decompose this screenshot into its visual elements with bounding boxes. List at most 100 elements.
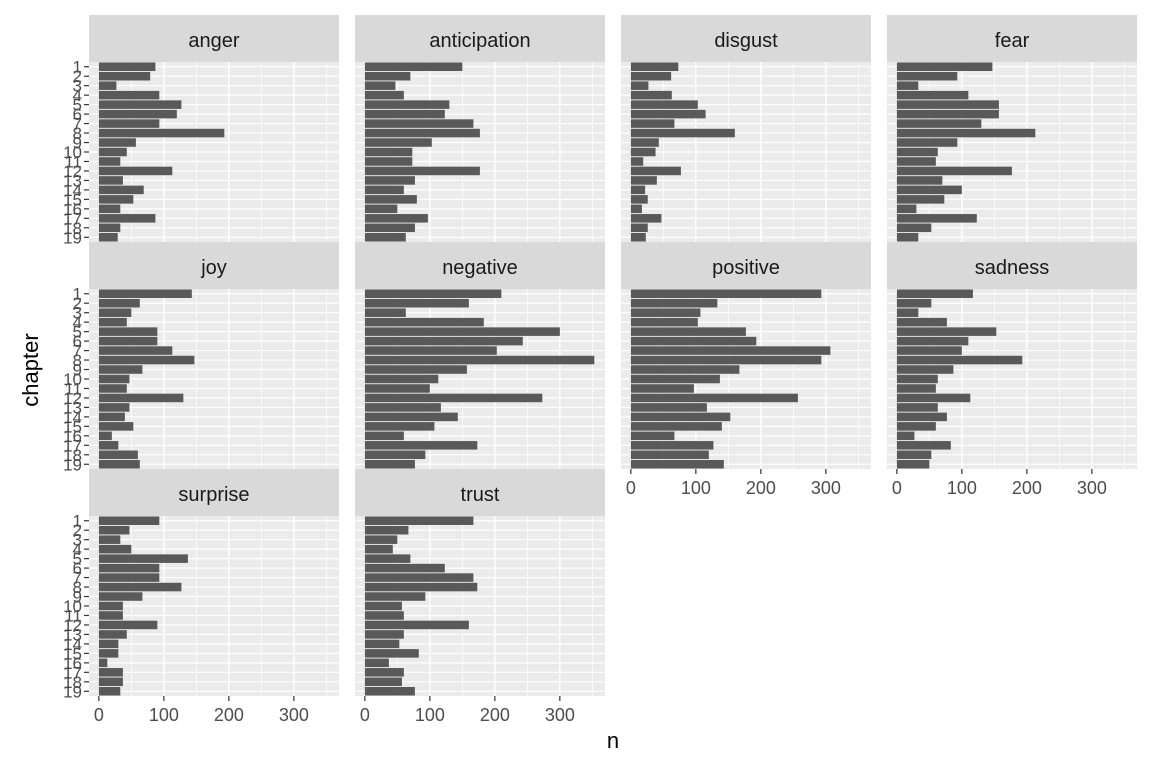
bar-anger-chapter-7 (98, 119, 160, 128)
bar-positive-chapter-9 (630, 365, 740, 374)
bar-fear-chapter-1 (896, 62, 993, 71)
y-tick-label: 12 (63, 162, 82, 181)
y-tick-label: 8 (73, 578, 82, 597)
x-tick-label: 0 (360, 705, 370, 725)
bar-anticipation-chapter-15 (364, 195, 417, 204)
x-tick-label: 200 (746, 478, 776, 498)
bar-joy-chapter-14 (98, 412, 125, 422)
y-tick-label: 1 (73, 285, 82, 304)
bar-negative-chapter-8 (364, 355, 595, 365)
bar-anticipation-chapter-8 (364, 128, 480, 138)
y-tick-label: 15 (63, 417, 82, 436)
x-tick-label: 300 (811, 478, 841, 498)
bar-joy-chapter-12 (98, 393, 184, 403)
bar-anticipation-chapter-13 (364, 176, 415, 185)
bar-joy-chapter-3 (98, 308, 132, 317)
bar-negative-chapter-2 (364, 298, 469, 308)
y-tick-label: 7 (73, 569, 82, 588)
bar-trust-chapter-19 (364, 687, 415, 696)
x-axis-title: n (607, 728, 619, 753)
bar-trust-chapter-13 (364, 630, 404, 639)
bar-anger-chapter-13 (98, 176, 123, 185)
bar-fear-chapter-2 (896, 71, 958, 81)
bar-trust-chapter-5 (364, 554, 411, 563)
bar-joy-chapter-9 (98, 365, 143, 374)
bar-anticipation-chapter-14 (364, 185, 404, 195)
bar-sadness-chapter-18 (896, 450, 932, 460)
facet-strip (89, 469, 339, 516)
y-tick-label: 16 (63, 654, 82, 673)
bar-positive-chapter-6 (630, 336, 757, 346)
bar-anticipation-chapter-11 (364, 157, 413, 166)
bar-negative-chapter-5 (364, 327, 560, 336)
bar-anger-chapter-3 (98, 81, 117, 90)
facet-label: anticipation (429, 30, 530, 52)
bar-negative-chapter-10 (364, 374, 439, 384)
bar-fear-chapter-11 (896, 157, 936, 166)
y-tick-label: 16 (63, 427, 82, 446)
facet-label: sadness (975, 257, 1050, 279)
bar-sadness-chapter-1 (896, 289, 973, 298)
y-tick-label: 4 (73, 86, 82, 105)
bar-surprise-chapter-18 (98, 677, 123, 687)
bar-joy-chapter-5 (98, 327, 158, 336)
facet-label: fear (995, 30, 1030, 52)
y-tick-label: 13 (63, 171, 82, 190)
facet-strip (89, 242, 339, 289)
bar-anger-chapter-1 (98, 62, 156, 71)
y-tick-label: 10 (63, 597, 82, 616)
bar-sadness-chapter-8 (896, 355, 1023, 365)
bar-surprise-chapter-10 (98, 601, 123, 611)
facet-strip (887, 242, 1137, 289)
bar-fear-chapter-4 (896, 90, 969, 100)
y-tick-label: 14 (63, 181, 82, 200)
y-tick-label: 6 (73, 332, 82, 351)
bar-fear-chapter-5 (896, 100, 999, 109)
bar-anger-chapter-17 (98, 214, 156, 223)
bar-disgust-chapter-8 (630, 128, 735, 138)
y-tick-label: 18 (63, 219, 82, 238)
facet-label: anger (188, 30, 239, 52)
bar-positive-chapter-10 (630, 374, 720, 384)
bar-positive-chapter-5 (630, 327, 746, 336)
bar-surprise-chapter-17 (98, 668, 123, 677)
bar-surprise-chapter-9 (98, 592, 143, 601)
bar-anger-chapter-11 (98, 157, 121, 166)
bar-sadness-chapter-9 (896, 365, 954, 374)
bar-trust-chapter-4 (364, 544, 393, 554)
bar-sadness-chapter-2 (896, 298, 932, 308)
bar-surprise-chapter-5 (98, 554, 188, 563)
bar-joy-chapter-16 (98, 431, 112, 441)
y-tick-label: 4 (73, 313, 82, 332)
bar-sadness-chapter-12 (896, 393, 971, 403)
y-tick-label: 15 (63, 644, 82, 663)
x-tick-label: 0 (892, 478, 902, 498)
bar-fear-chapter-9 (896, 138, 958, 147)
bar-fear-chapter-3 (896, 81, 919, 90)
bar-surprise-chapter-3 (98, 535, 121, 544)
bar-positive-chapter-2 (630, 298, 718, 308)
bar-trust-chapter-1 (364, 516, 474, 525)
bar-anger-chapter-10 (98, 147, 127, 157)
bar-negative-chapter-14 (364, 412, 458, 422)
bar-sadness-chapter-13 (896, 403, 938, 412)
bar-anger-chapter-18 (98, 223, 121, 233)
bar-fear-chapter-10 (896, 147, 938, 157)
bar-negative-chapter-4 (364, 317, 484, 327)
bar-disgust-chapter-1 (630, 62, 679, 71)
bar-positive-chapter-3 (630, 308, 701, 317)
y-tick-label: 8 (73, 351, 82, 370)
bar-anticipation-chapter-18 (364, 223, 415, 233)
bar-anticipation-chapter-2 (364, 71, 411, 81)
bar-positive-chapter-18 (630, 450, 709, 460)
bar-disgust-chapter-2 (630, 71, 672, 81)
facet-label: positive (712, 257, 780, 279)
y-tick-label: 18 (63, 446, 82, 465)
bar-surprise-chapter-16 (98, 658, 108, 668)
bar-positive-chapter-16 (630, 431, 675, 441)
bar-sadness-chapter-17 (896, 441, 951, 450)
x-tick-label: 100 (149, 705, 179, 725)
y-tick-label: 6 (73, 105, 82, 124)
y-tick-label: 11 (64, 606, 82, 625)
